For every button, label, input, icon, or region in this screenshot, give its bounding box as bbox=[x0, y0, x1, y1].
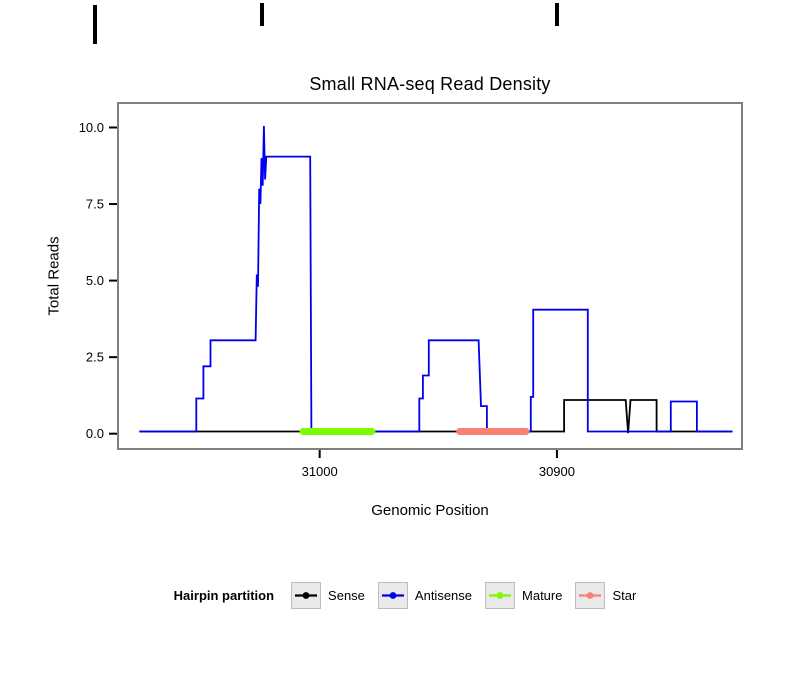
x-tick-label: 30900 bbox=[539, 464, 575, 479]
series-sense-line bbox=[139, 399, 733, 434]
legend-title: Hairpin partition bbox=[173, 588, 275, 603]
y-tick-label: 5.0 bbox=[86, 273, 104, 288]
y-axis-label: Total Reads bbox=[45, 236, 63, 316]
line-point-icon bbox=[489, 592, 512, 599]
line-point-icon bbox=[295, 592, 318, 599]
x-tick-label: 31000 bbox=[302, 464, 338, 479]
series-antisense-line bbox=[139, 125, 733, 433]
legend-key-star bbox=[575, 582, 606, 609]
y-tick-label: 7.5 bbox=[86, 197, 104, 212]
legend-item-mature: Mature bbox=[485, 582, 562, 609]
y-tick-label: 10.0 bbox=[79, 120, 104, 135]
line-point-icon bbox=[381, 592, 404, 599]
y-tick-label: 2.5 bbox=[86, 350, 104, 365]
legend-label-sense: Sense bbox=[328, 588, 365, 603]
legend-item-antisense: Antisense bbox=[377, 582, 473, 609]
y-tick-label: 0.0 bbox=[86, 426, 104, 441]
legend-item-star: Star bbox=[575, 582, 636, 609]
legend-key-antisense bbox=[377, 582, 408, 609]
legend-item-sense: Sense bbox=[291, 582, 365, 609]
plot-area: 31000 30900 0.0 2.5 5.0 7.5 10.0 bbox=[79, 3, 743, 479]
x-axis-label: Genomic Position bbox=[371, 502, 489, 519]
legend-label-antisense: Antisense bbox=[414, 588, 473, 603]
legend-label-star: Star bbox=[612, 588, 637, 603]
legend-key-sense bbox=[291, 582, 322, 609]
legend: Hairpin partition Sense Antisense bbox=[0, 582, 810, 609]
chart-title: Small RNA-seq Read Density bbox=[309, 74, 551, 94]
legend-key-mature bbox=[485, 582, 516, 609]
legend-label-mature: Mature bbox=[522, 588, 563, 603]
line-point-icon bbox=[579, 592, 602, 599]
plot-panel bbox=[117, 102, 743, 450]
